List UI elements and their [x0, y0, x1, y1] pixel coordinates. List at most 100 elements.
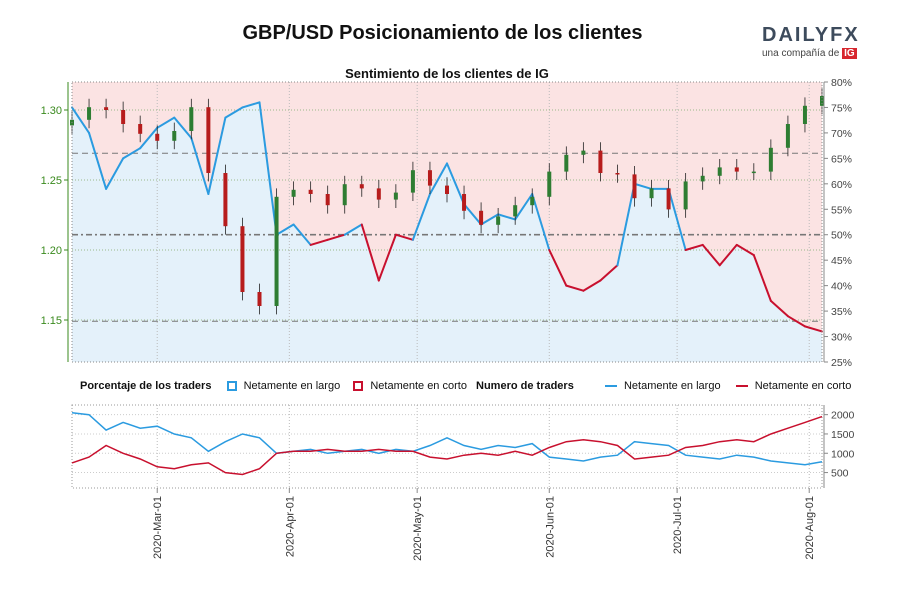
sentiment-segment	[207, 116, 227, 195]
sentiment-tick-label: 25%	[831, 357, 852, 369]
sentiment-segment	[360, 223, 380, 282]
sentiment-segment	[548, 249, 568, 287]
candle-body	[615, 173, 620, 175]
sentiment-segment	[275, 223, 295, 236]
candle-body	[768, 147, 773, 172]
chart-title: GBP/USD Posicionamiento de los clientes	[242, 22, 643, 44]
candle-body	[785, 124, 790, 148]
candle-body	[479, 210, 484, 225]
candle-body	[717, 167, 722, 176]
candle-body	[683, 181, 688, 210]
legend-num-short: Netamente en corto	[754, 380, 852, 393]
legend-num-short-swatch	[735, 385, 748, 388]
price-tick-label: 1.20	[41, 245, 62, 257]
x-tick-label: 2020-Apr-01	[284, 496, 296, 557]
sentiment-tick-label: 55%	[831, 204, 852, 216]
sentiment-segment	[377, 233, 397, 282]
chart-subtitle: Sentimiento de los clientes de IG	[345, 66, 549, 81]
legend-pct-title: Porcentaje de los traders	[80, 380, 212, 393]
sentiment-segment	[139, 126, 159, 150]
traders-tick-label: 2000	[831, 410, 855, 422]
candle-body	[291, 189, 296, 197]
sentiment-segment	[480, 213, 500, 226]
sentiment-segment	[292, 223, 312, 246]
sentiment-tick-label: 50%	[831, 230, 852, 242]
sentiment-segment	[156, 116, 176, 129]
sentiment-tick-label: 80%	[831, 77, 852, 89]
sentiment-segment	[326, 233, 346, 241]
price-tick-label: 1.30	[41, 105, 62, 117]
main-panel-border	[71, 81, 823, 363]
x-tick-label: 2020-May-01	[412, 496, 424, 561]
candle-body	[223, 173, 228, 227]
candle-body	[751, 171, 756, 174]
candle-body	[649, 188, 654, 199]
candle-body	[496, 216, 501, 225]
lower-panel-border	[71, 404, 823, 489]
candle-body	[308, 189, 313, 194]
x-tick-label: 2020-Jun-01	[544, 496, 556, 558]
candle-body	[104, 107, 109, 110]
candle-body	[257, 292, 262, 306]
sentiment-segment	[616, 182, 636, 267]
logo-tagline: una compañía de IG	[762, 48, 857, 59]
legend-pct-long-swatch	[226, 381, 237, 392]
legend-num-long-swatch	[604, 385, 617, 388]
sentiment-segment	[411, 193, 431, 241]
traders-tick-label: 1000	[831, 448, 855, 460]
candle-body	[410, 170, 415, 193]
sentiment-segment	[71, 106, 91, 134]
candle-body	[189, 107, 194, 131]
candle-body	[598, 150, 603, 173]
sentiment-segment	[531, 193, 551, 251]
sentiment-segment	[88, 131, 108, 190]
sentiment-segment	[241, 101, 261, 109]
candle-body	[121, 110, 126, 124]
sentiment-segment	[446, 162, 466, 206]
legend: Porcentaje de los traders Netamente en l…	[80, 380, 857, 392]
candle-body	[427, 170, 432, 186]
candle-body	[734, 167, 739, 172]
candle-body	[564, 154, 569, 172]
sentiment-segment	[599, 264, 619, 282]
traders-tick-label: 500	[831, 468, 849, 480]
sentiment-segment	[684, 243, 704, 251]
candle-body	[138, 124, 143, 134]
sentiment-tick-label: 65%	[831, 153, 852, 165]
x-tick-label: 2020-Mar-01	[152, 496, 164, 559]
candle-body	[393, 192, 398, 200]
sentiment-segment	[173, 116, 193, 139]
sentiment-segment	[565, 284, 585, 292]
traders-tick-label: 1500	[831, 429, 855, 441]
x-tick-label: 2020-Aug-01	[804, 496, 816, 560]
sentiment-segment	[667, 187, 687, 251]
x-tick-label: 2020-Jul-01	[672, 496, 684, 554]
sentiment-segment	[786, 315, 806, 328]
traders-short-line	[71, 415, 823, 476]
sentiment-segment	[394, 233, 414, 241]
candle-body	[274, 196, 279, 306]
candle-body	[513, 205, 518, 217]
sentiment-segment	[803, 325, 823, 333]
sentiment-segment	[701, 243, 721, 267]
sentiment-segment	[258, 101, 278, 236]
sentiment-segment	[224, 106, 244, 119]
sentiment-segment	[735, 243, 755, 257]
sentiment-segment	[122, 147, 142, 160]
sentiment-segment	[582, 279, 602, 292]
candle-body	[445, 185, 449, 194]
sentiment-segment	[463, 203, 483, 226]
legend-num-title: Numero de traders	[476, 380, 574, 393]
candle-body	[530, 196, 535, 206]
candle-body	[581, 150, 586, 155]
candle-body	[206, 107, 211, 173]
sentiment-segment	[514, 193, 534, 221]
candle-body	[462, 194, 467, 211]
traders-long-line	[71, 411, 823, 466]
sentiment-segment	[633, 182, 653, 190]
legend-pct-short: Netamente en corto	[370, 380, 467, 393]
sentiment-tick-label: 70%	[831, 128, 852, 140]
candle-body	[666, 188, 671, 210]
price-tick-label: 1.25	[41, 175, 62, 187]
